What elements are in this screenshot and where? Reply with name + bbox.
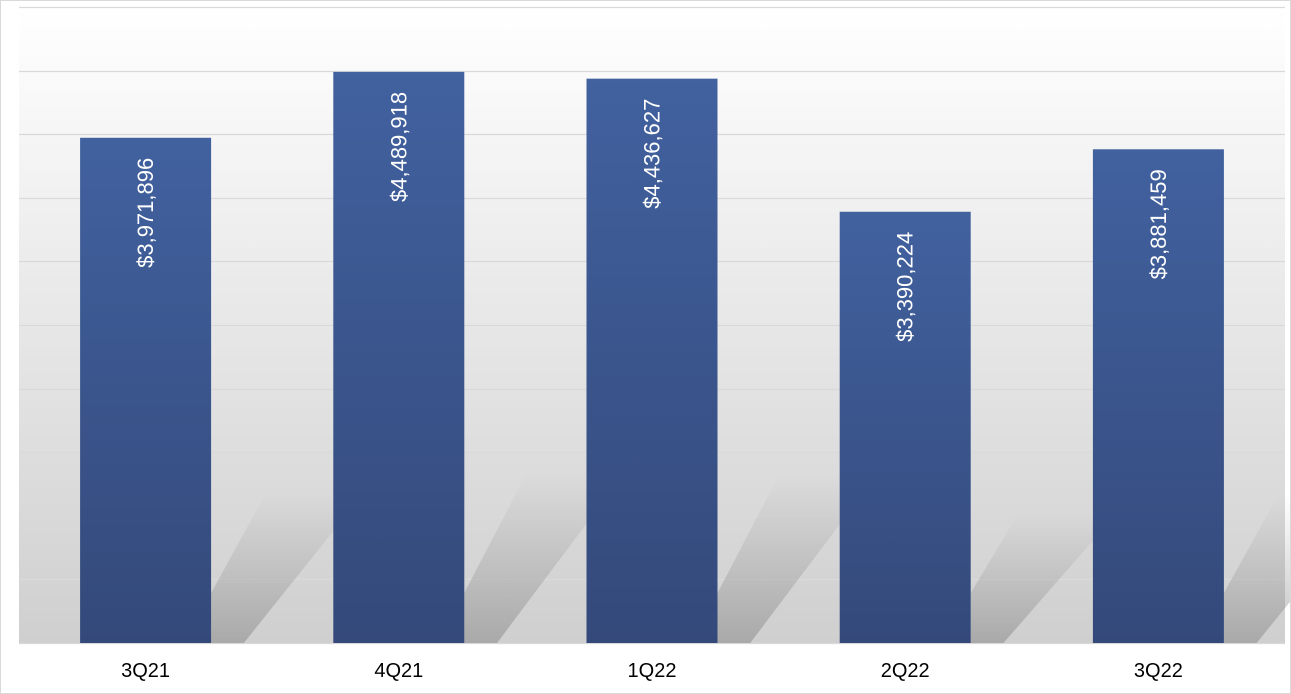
category-label: 3Q21 xyxy=(121,660,170,682)
bar-2q22 xyxy=(839,211,971,644)
bar-shadow xyxy=(1223,494,1290,643)
data-label: $4,436,627 xyxy=(640,99,665,209)
bar-shadow xyxy=(970,513,1117,643)
bar-1q22 xyxy=(586,78,718,643)
bars xyxy=(80,71,1224,644)
bar-3q22 xyxy=(1092,149,1224,643)
bar-shadow xyxy=(717,473,878,643)
category-label: 2Q22 xyxy=(881,660,930,682)
data-label: $4,489,918 xyxy=(386,92,411,202)
data-label: $3,881,459 xyxy=(1146,169,1171,279)
bar-4q21 xyxy=(333,71,465,643)
category-labels: 3Q21 4Q21 1Q22 2Q22 3Q22 xyxy=(121,660,1183,682)
data-label: $3,971,896 xyxy=(133,158,158,268)
category-label: 3Q22 xyxy=(1134,660,1183,682)
bar-shadow xyxy=(211,491,366,643)
category-label: 1Q22 xyxy=(628,660,677,682)
value-labels: $3,971,896 $4,489,918 $4,436,627 $3,390,224… xyxy=(133,92,1171,342)
bar-shadows xyxy=(211,471,1290,643)
bar-shadow xyxy=(464,471,626,643)
data-label: $3,390,224 xyxy=(893,232,918,342)
category-label: 4Q21 xyxy=(374,660,423,682)
bar-3q21 xyxy=(80,137,212,643)
